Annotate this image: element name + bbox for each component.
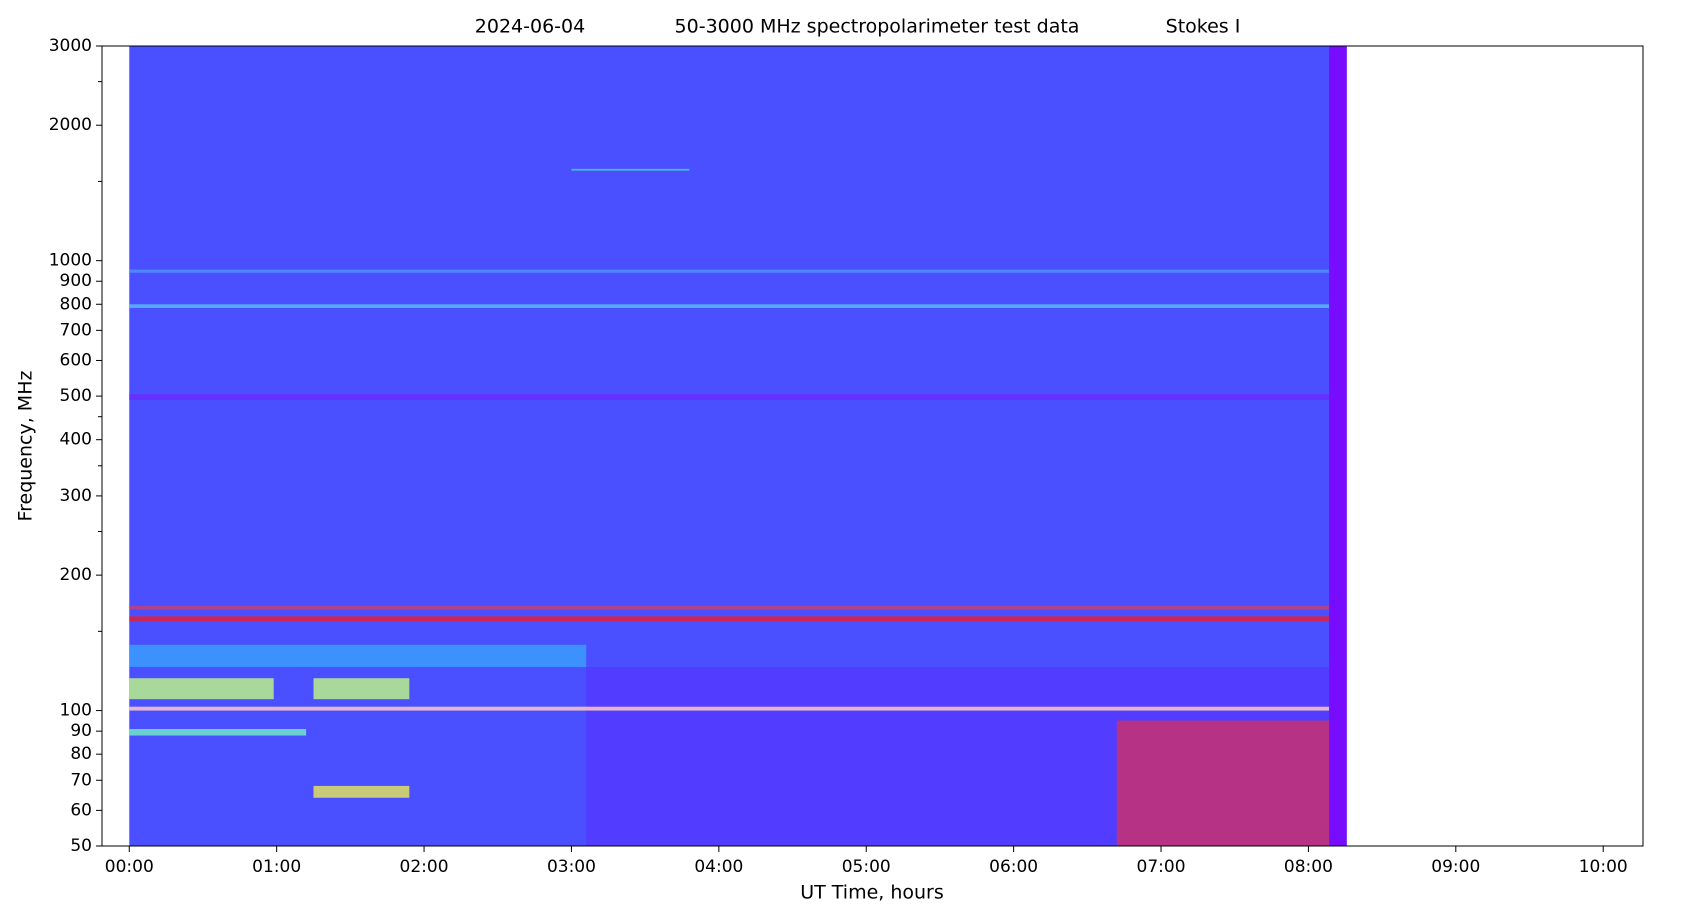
x-tick-label: 03:00 bbox=[547, 857, 596, 877]
spectral-band bbox=[129, 706, 1330, 711]
y-axis-label: Frequency, MHz bbox=[15, 371, 37, 522]
x-tick-label: 04:00 bbox=[694, 857, 743, 877]
y-tick-label: 2000 bbox=[49, 115, 92, 135]
y-tick-label: 600 bbox=[60, 350, 92, 370]
title-date: 2024-06-04 bbox=[475, 16, 585, 38]
spectral-band bbox=[129, 394, 1330, 401]
x-tick-label: 06:00 bbox=[989, 857, 1038, 877]
spectral-band bbox=[1329, 46, 1347, 846]
spectral-band bbox=[129, 616, 1330, 622]
spectral-band bbox=[571, 168, 690, 171]
y-tick-label: 1000 bbox=[49, 251, 92, 271]
x-tick-label: 01:00 bbox=[252, 857, 301, 877]
x-tick-label: 07:00 bbox=[1137, 857, 1186, 877]
x-axis-label: UT Time, hours bbox=[800, 882, 944, 904]
spectral-band bbox=[129, 269, 1330, 273]
y-tick-label: 3000 bbox=[49, 36, 92, 56]
y-tick-label: 900 bbox=[60, 271, 92, 291]
y-tick-label: 80 bbox=[70, 744, 92, 764]
x-tick-label: 08:00 bbox=[1284, 857, 1333, 877]
spectral-band bbox=[313, 678, 410, 700]
y-tick-label: 100 bbox=[60, 701, 92, 721]
y-tick-label: 400 bbox=[60, 430, 92, 450]
y-tick-label: 60 bbox=[70, 800, 92, 820]
plot-frame bbox=[101, 45, 1644, 847]
spectral-band bbox=[1116, 720, 1330, 846]
y-tick-label: 50 bbox=[70, 836, 92, 856]
y-tick-label: 800 bbox=[60, 294, 92, 314]
title-main: 50-3000 MHz spectropolarimeter test data bbox=[675, 16, 1080, 38]
spectral-band bbox=[129, 678, 274, 700]
spectral-band bbox=[129, 728, 307, 736]
x-tick-label: 02:00 bbox=[400, 857, 449, 877]
x-tick-label: 09:00 bbox=[1431, 857, 1480, 877]
y-tick-label: 200 bbox=[60, 565, 92, 585]
y-tick-label: 70 bbox=[70, 770, 92, 790]
x-tick-label: 00:00 bbox=[105, 857, 154, 877]
y-tick-label: 300 bbox=[60, 486, 92, 506]
y-tick-label: 500 bbox=[60, 386, 92, 406]
y-tick-label: 700 bbox=[60, 320, 92, 340]
y-tick-label: 90 bbox=[70, 721, 92, 741]
title-stokes: Stokes I bbox=[1166, 16, 1241, 38]
x-tick-label: 05:00 bbox=[842, 857, 891, 877]
x-tick-label: 10:00 bbox=[1579, 857, 1628, 877]
spectral-band bbox=[129, 605, 1330, 610]
spectral-band bbox=[129, 644, 587, 667]
spectral-band bbox=[313, 785, 410, 798]
spectral-band bbox=[129, 304, 1330, 308]
